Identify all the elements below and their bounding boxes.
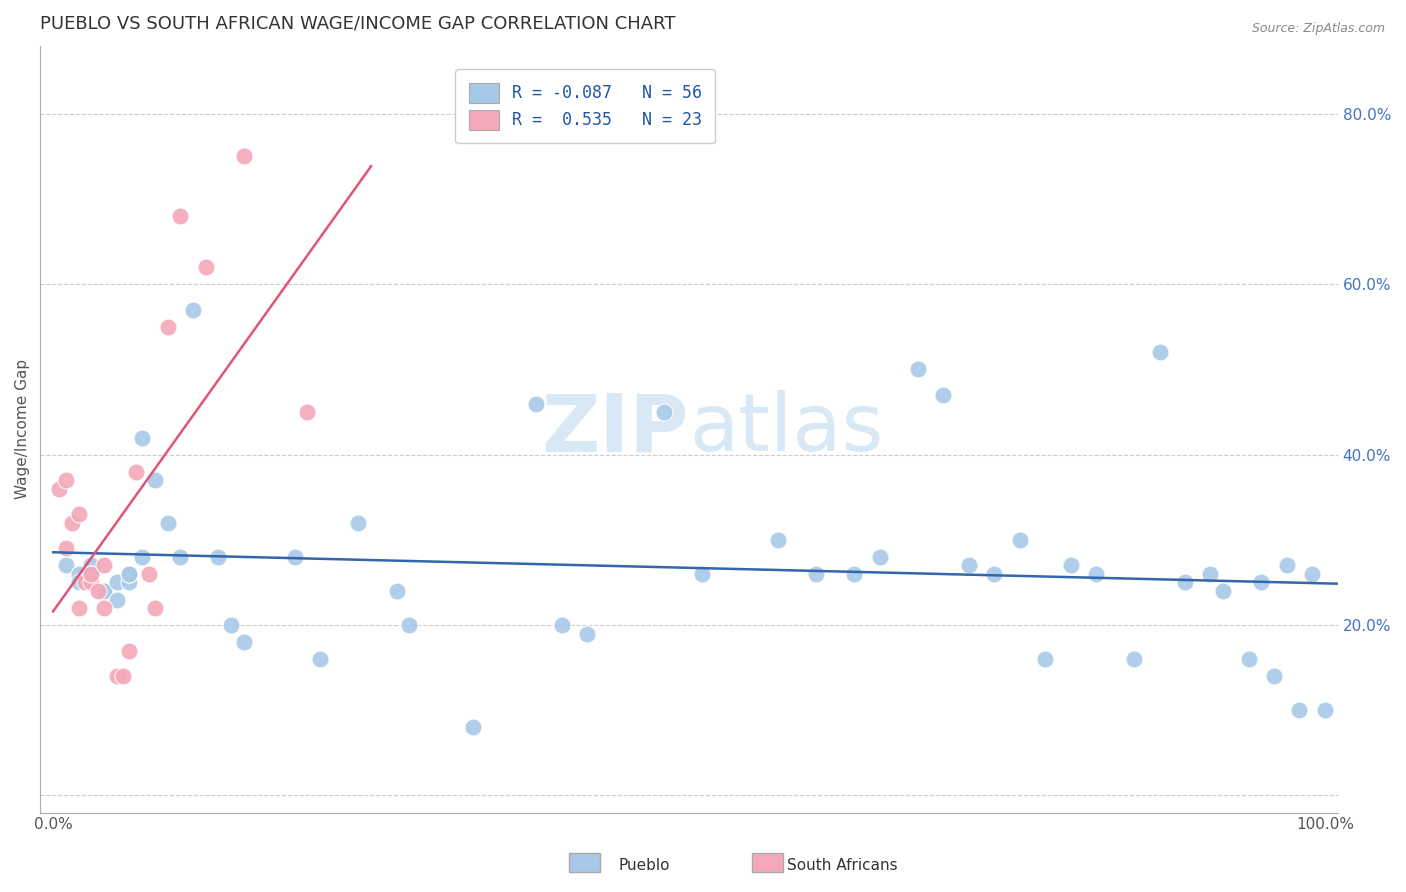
Point	[156, 516, 179, 530]
Point	[67, 601, 90, 615]
Point	[112, 669, 135, 683]
Point	[80, 558, 103, 573]
Point	[309, 652, 332, 666]
Point	[125, 465, 148, 479]
Point	[844, 566, 866, 581]
Point	[766, 533, 789, 547]
Point	[93, 584, 115, 599]
Point	[1212, 584, 1234, 599]
Point	[907, 362, 929, 376]
Point	[93, 601, 115, 615]
Point	[67, 508, 90, 522]
Point	[219, 618, 242, 632]
Point	[690, 566, 713, 581]
Point	[67, 566, 90, 581]
Point	[60, 516, 83, 530]
Point	[156, 319, 179, 334]
Text: PUEBLO VS SOUTH AFRICAN WAGE/INCOME GAP CORRELATION CHART: PUEBLO VS SOUTH AFRICAN WAGE/INCOME GAP …	[41, 15, 676, 33]
Point	[118, 566, 141, 581]
Point	[86, 584, 108, 599]
Point	[983, 566, 1005, 581]
Point	[1237, 652, 1260, 666]
Point	[131, 431, 153, 445]
Point	[232, 635, 254, 649]
Point	[1275, 558, 1298, 573]
Text: Source: ZipAtlas.com: Source: ZipAtlas.com	[1251, 22, 1385, 36]
Point	[1059, 558, 1081, 573]
Point	[1174, 575, 1197, 590]
Point	[55, 473, 77, 487]
Point	[284, 549, 307, 564]
Point	[1301, 566, 1323, 581]
Point	[1123, 652, 1146, 666]
Point	[67, 575, 90, 590]
Point	[1288, 703, 1310, 717]
Point	[207, 549, 229, 564]
Point	[576, 626, 599, 640]
Point	[118, 643, 141, 657]
Point	[232, 149, 254, 163]
Point	[48, 482, 70, 496]
Point	[1033, 652, 1056, 666]
Point	[93, 584, 115, 599]
Point	[55, 541, 77, 556]
Point	[80, 566, 103, 581]
Point	[297, 405, 319, 419]
Text: Pueblo: Pueblo	[619, 858, 671, 872]
Point	[869, 549, 891, 564]
Point	[118, 566, 141, 581]
Point	[118, 575, 141, 590]
Point	[385, 584, 408, 599]
Point	[1149, 345, 1171, 359]
Point	[143, 601, 166, 615]
Point	[932, 388, 955, 402]
Point	[73, 575, 96, 590]
Point	[55, 558, 77, 573]
Point	[1085, 566, 1108, 581]
Point	[105, 669, 128, 683]
Point	[461, 720, 484, 734]
Point	[1263, 669, 1285, 683]
Point	[398, 618, 420, 632]
Point	[194, 260, 217, 275]
Point	[957, 558, 980, 573]
Point	[1250, 575, 1272, 590]
Point	[169, 209, 191, 223]
Point	[551, 618, 574, 632]
Point	[652, 405, 675, 419]
Text: South Africans: South Africans	[787, 858, 898, 872]
Point	[1199, 566, 1222, 581]
Point	[80, 566, 103, 581]
Point	[806, 566, 828, 581]
Point	[138, 566, 160, 581]
Point	[169, 549, 191, 564]
Point	[1313, 703, 1336, 717]
Legend: R = -0.087   N = 56, R =  0.535   N = 23: R = -0.087 N = 56, R = 0.535 N = 23	[456, 70, 716, 144]
Y-axis label: Wage/Income Gap: Wage/Income Gap	[15, 359, 30, 500]
Point	[1008, 533, 1031, 547]
Point	[347, 516, 370, 530]
Point	[93, 558, 115, 573]
Point	[131, 549, 153, 564]
Point	[181, 302, 204, 317]
Text: ZIP: ZIP	[541, 390, 689, 468]
Point	[143, 473, 166, 487]
Point	[105, 575, 128, 590]
Point	[105, 592, 128, 607]
Text: atlas: atlas	[689, 390, 883, 468]
Point	[526, 396, 548, 410]
Point	[80, 575, 103, 590]
